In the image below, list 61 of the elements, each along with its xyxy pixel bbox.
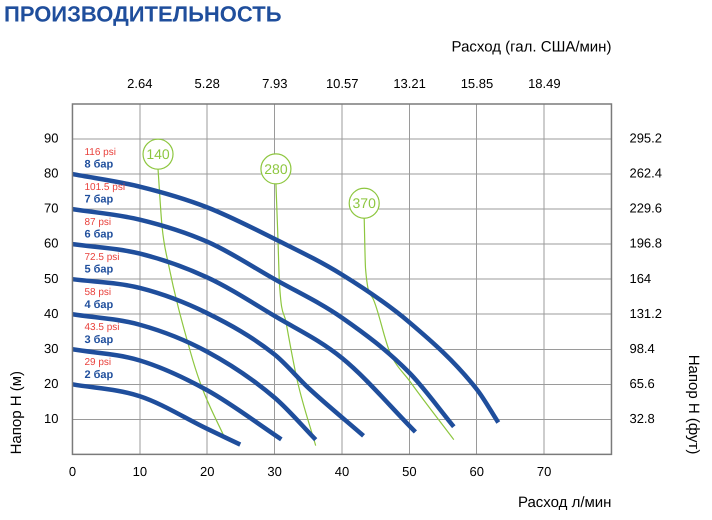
x-tick-label: 60	[469, 464, 484, 479]
series-label: 370	[352, 195, 376, 212]
x-tick-label: 40	[334, 464, 350, 479]
series-label: 140	[146, 146, 170, 162]
y2-tick-label: 164	[629, 270, 652, 286]
x-tick-label: 0	[68, 464, 76, 479]
line-series	[72, 242, 418, 434]
y-tick-label: 90	[44, 130, 58, 146]
x-tick-label: 10	[132, 464, 148, 479]
y2-tick-label: 131.2	[629, 306, 662, 321]
annotation: 87 psi	[84, 216, 112, 228]
series-label: 4 бар	[84, 298, 114, 311]
annotation: 58 psi	[84, 286, 112, 298]
x2-tick-label: 13.21	[393, 76, 426, 91]
y-tick-label: 10	[44, 410, 58, 426]
y2-tick-label: 32.8	[629, 410, 655, 426]
y2-axis-title: Напор H (фут)	[684, 354, 702, 454]
series-label: 8 бар	[84, 158, 114, 171]
y-tick-label: 40	[44, 306, 58, 321]
x-axis-title: Расход л/мин	[518, 494, 612, 512]
x-tick-label: 20	[200, 464, 214, 479]
annotation: 29 psi	[84, 357, 112, 368]
x-tick-label: 50	[402, 464, 417, 479]
x2-tick-label: 5.28	[194, 76, 220, 91]
line-series	[72, 312, 318, 442]
x2-tick-label: 15.85	[460, 76, 494, 91]
line-series	[72, 206, 456, 429]
y-axis-title: Напор H (м)	[8, 370, 26, 454]
y-tick-label: 80	[44, 166, 58, 181]
y2-tick-label: 262.4	[629, 166, 662, 181]
y2-tick-label: 295.2	[629, 130, 662, 146]
x-tick-label: 70	[536, 464, 552, 479]
y-tick-label: 50	[44, 270, 58, 286]
series-label: 5 бар	[84, 264, 114, 276]
annotation: 72.5 psi	[84, 252, 120, 263]
x2-tick-label: 18.49	[528, 76, 561, 91]
y2-tick-label: 65.6	[629, 376, 655, 391]
line-series	[72, 382, 242, 447]
x2-tick-label: 2.64	[127, 76, 152, 91]
y-tick-label: 30	[44, 340, 58, 356]
series-label: 6 бар	[84, 228, 114, 241]
chart-title: ПРОИЗВОДИТЕЛЬНОСТЬ	[4, 1, 282, 26]
annotation: 101.5 psi	[84, 182, 126, 193]
y-tick-label: 70	[44, 200, 58, 216]
x2-tick-label: 10.57	[326, 76, 358, 91]
y2-tick-label: 229.6	[629, 200, 662, 216]
line-series	[72, 276, 366, 438]
annotation: 116 psi	[84, 146, 116, 158]
series-label: 3 бар	[84, 334, 114, 346]
x2-axis-title: Расход (гал. США/мин)	[452, 38, 612, 56]
y-tick-label: 60	[44, 236, 58, 251]
annotation: 43.5 psi	[84, 322, 120, 334]
x-tick-label: 30	[267, 464, 282, 479]
y-tick-label: 20	[44, 376, 58, 391]
y2-tick-label: 196.8	[629, 236, 662, 251]
line-series	[72, 347, 284, 442]
series-label: 2 бар	[84, 368, 114, 381]
series-label: 7 бар	[84, 194, 114, 206]
y2-tick-label: 98.4	[629, 340, 655, 356]
x2-tick-label: 7.93	[262, 76, 288, 91]
series-label: 280	[264, 160, 288, 177]
